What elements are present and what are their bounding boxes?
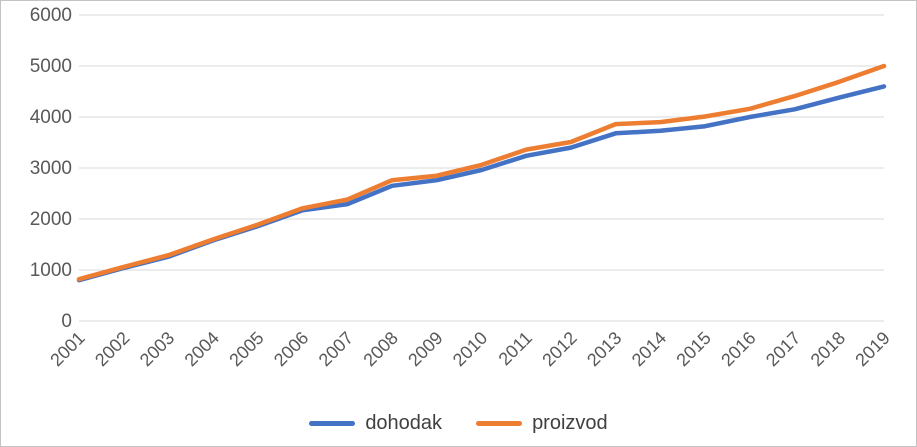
y-axis-tick-label: 5000	[30, 56, 72, 77]
legend-item-proizvod: proizvod	[476, 413, 608, 433]
x-axis-tick-label: 2018	[807, 328, 849, 370]
gridlines	[79, 14, 884, 322]
x-axis-tick-label: 2007	[315, 328, 357, 370]
legend-label-dohodak: dohodak	[365, 412, 443, 434]
y-axis-tick-label: 4000	[30, 107, 72, 128]
series-line-proizvod	[76, 63, 887, 282]
y-axis-tick-label: 0	[61, 311, 72, 332]
x-axis-tick-labels: 2001 2002 2003 2004 2005 2006 2007 2008 2009 2010…	[46, 328, 893, 370]
y-axis-tick-label: 6000	[30, 5, 72, 26]
legend-label-proizvod: proizvod	[532, 412, 608, 434]
x-axis-tick-label: 2008	[359, 328, 401, 370]
x-axis-tick-label: 2009	[404, 328, 446, 370]
x-axis-tick-label: 2019	[851, 328, 893, 370]
x-axis-tick-label: 2003	[136, 328, 178, 370]
legend-swatch-dohodak-line	[309, 420, 356, 426]
x-axis-tick-label: 2010	[449, 328, 491, 370]
x-axis-tick-label: 2012	[538, 328, 580, 370]
x-axis-tick-label: 2004	[181, 328, 223, 370]
legend: dohodak proizvod	[1, 413, 916, 433]
x-axis-tick-label: 2013	[583, 328, 625, 370]
series-line-dohodak	[76, 84, 887, 283]
legend-item-dohodak: dohodak	[309, 413, 442, 433]
x-axis-tick-label: 2017	[762, 328, 804, 370]
y-axis-tick-label: 2000	[30, 209, 72, 230]
y-axis-tick-label: 1000	[30, 260, 72, 281]
x-axis-tick-label: 2011	[495, 328, 537, 370]
y-axis-tick-label: 3000	[30, 158, 72, 179]
series-lines	[76, 63, 887, 283]
x-axis-tick-label: 2015	[672, 328, 714, 370]
x-axis-tick-label: 2001	[46, 328, 88, 370]
x-axis-tick-label: 2002	[91, 328, 133, 370]
y-axis-tick-labels: 0 1000 2000 3000 4000 5000 6000	[30, 5, 72, 332]
legend-swatch-proizvod-line	[476, 420, 523, 426]
x-axis-tick-label: 2005	[225, 328, 267, 370]
x-axis-tick-label: 2006	[270, 328, 312, 370]
x-axis-tick-label: 2014	[628, 328, 670, 370]
x-axis-tick-label: 2016	[717, 328, 759, 370]
